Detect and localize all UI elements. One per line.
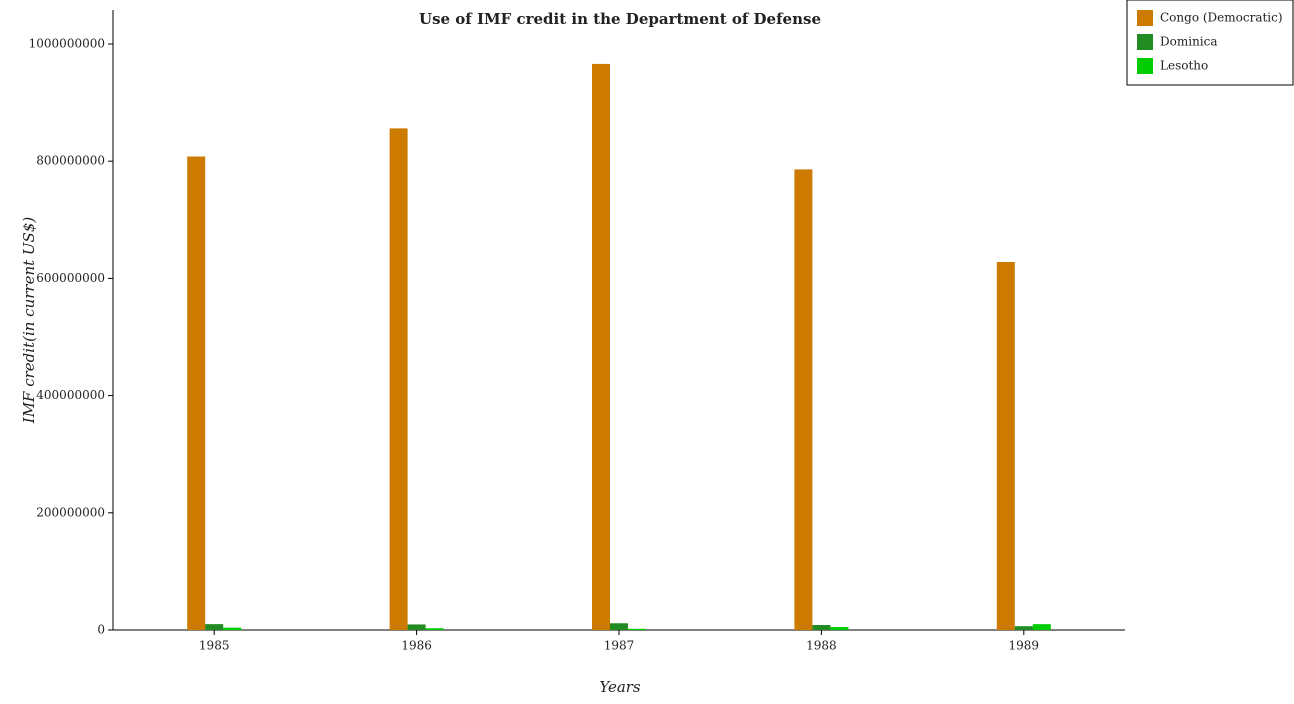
x-axis-label: Years bbox=[599, 678, 641, 696]
bar bbox=[610, 623, 628, 630]
y-axis-label: IMF credit(in current US$) bbox=[20, 217, 38, 425]
y-tick-label: 600000000 bbox=[36, 271, 105, 285]
bar bbox=[223, 627, 242, 630]
bar bbox=[407, 624, 426, 630]
x-tick-label: 1986 bbox=[401, 639, 432, 653]
bar bbox=[187, 156, 206, 630]
bar bbox=[205, 624, 224, 630]
y-tick-label: 200000000 bbox=[36, 505, 105, 519]
y-tick-label: 800000000 bbox=[36, 154, 105, 168]
x-tick-label: 1988 bbox=[806, 639, 837, 653]
x-tick-label: 1987 bbox=[604, 639, 635, 653]
chart-title: Use of IMF credit in the Department of D… bbox=[419, 10, 821, 28]
bar bbox=[794, 169, 813, 630]
legend bbox=[1126, 0, 1294, 86]
y-tick-label: 400000000 bbox=[36, 388, 105, 402]
x-tick-label: 1989 bbox=[1009, 639, 1040, 653]
legend-label: Lesotho bbox=[1160, 59, 1208, 73]
legend-label: Congo (Democratic) bbox=[1160, 11, 1283, 25]
bar bbox=[830, 627, 849, 630]
x-tick-label: 1985 bbox=[199, 639, 230, 653]
bar bbox=[628, 628, 646, 630]
y-tick-label: 0 bbox=[97, 623, 105, 637]
legend-swatch bbox=[1137, 10, 1153, 26]
bar bbox=[425, 628, 444, 630]
bar bbox=[592, 63, 610, 631]
bar bbox=[996, 261, 1015, 630]
y-tick-label: 1000000000 bbox=[29, 36, 105, 50]
bar bbox=[389, 128, 408, 630]
bar bbox=[812, 625, 831, 630]
bar bbox=[1014, 626, 1033, 630]
legend-label: Dominica bbox=[1160, 35, 1218, 49]
bar bbox=[1032, 624, 1051, 630]
legend-swatch bbox=[1137, 58, 1153, 74]
legend-swatch bbox=[1137, 34, 1153, 50]
